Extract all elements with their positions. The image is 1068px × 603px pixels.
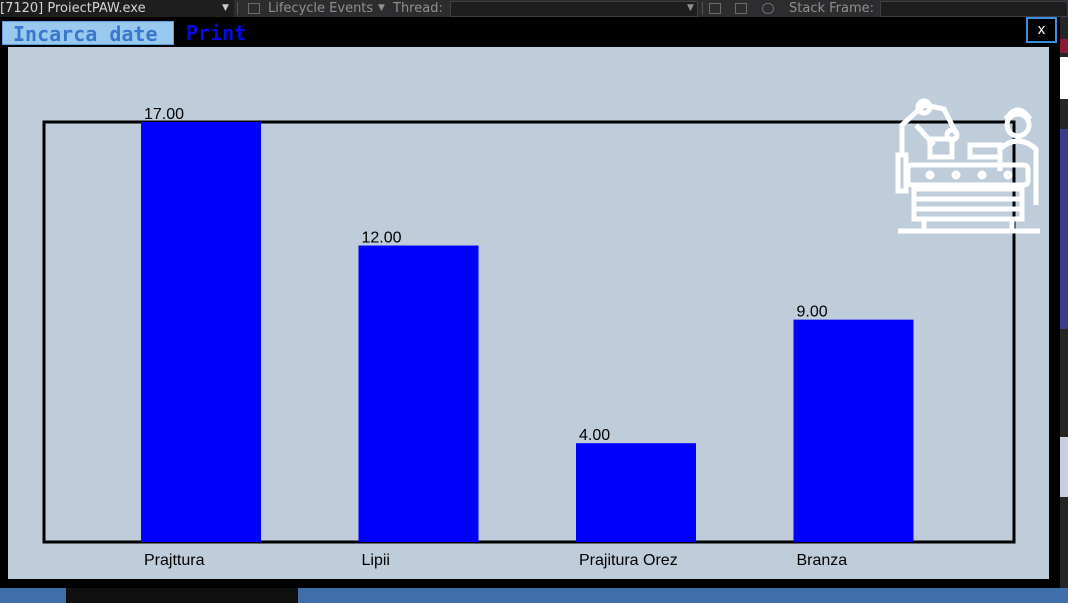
vs-debug-toolbar: [7120] ProiectPAW.exe ▼ Lifecycle Events… [0,0,1068,17]
app-form-window: Incarca date Print x 17.00 Prajttura 12.00… [0,17,1060,588]
chevron-down-icon[interactable]: ▼ [687,3,694,13]
close-button[interactable]: x [1026,17,1057,43]
toolbar-separator [237,2,238,15]
stack-icon[interactable] [762,3,774,14]
lifecycle-events-label[interactable]: Lifecycle Events [268,1,374,16]
threads-icon[interactable] [735,3,747,14]
stack-frame-dropdown[interactable] [880,1,1068,17]
chevron-down-icon[interactable]: ▼ [378,3,385,13]
chart-bar [141,122,261,542]
chart-bar [576,443,696,542]
bar-value-label: 17.00 [144,106,184,123]
category-label: Prajttura [144,552,205,569]
chevron-down-icon[interactable]: ▼ [222,3,229,13]
menu-bar: Incarca date Print [0,17,1060,47]
flag-icon[interactable] [709,3,721,14]
bar-value-label: 9.00 [797,304,828,321]
chart-bar [358,245,479,542]
vs-status-bar [0,588,1068,603]
vs-status-segment [66,588,298,603]
category-label: Lipii [362,552,390,569]
thread-dropdown[interactable] [450,1,698,17]
lifecycle-icon [248,3,260,14]
stack-frame-label: Stack Frame: [789,1,875,16]
chart-frame [42,120,1016,544]
bar-value-label: 12.00 [362,230,402,247]
load-data-menu-item[interactable]: Incarca date [2,21,174,46]
chart-bar [793,319,914,542]
bar-chart: 17.00 Prajttura 12.00 Lipii 4.00 Prajitura Or… [42,106,1016,569]
process-dropdown[interactable]: [7120] ProiectPAW.exe ▼ [0,0,234,17]
factory-assembly-line-icon [895,98,1040,234]
bar-value-label: 4.00 [579,427,610,444]
process-label: [7120] ProiectPAW.exe [0,1,146,16]
category-label: Branza [797,552,848,569]
print-menu-item[interactable]: Print [186,21,247,45]
toolbar-separator [702,2,703,15]
thread-label: Thread: [393,1,443,16]
chart-panel: 17.00 Prajttura 12.00 Lipii 4.00 Prajitura Or… [8,47,1049,579]
category-label: Prajitura Orez [579,552,678,569]
